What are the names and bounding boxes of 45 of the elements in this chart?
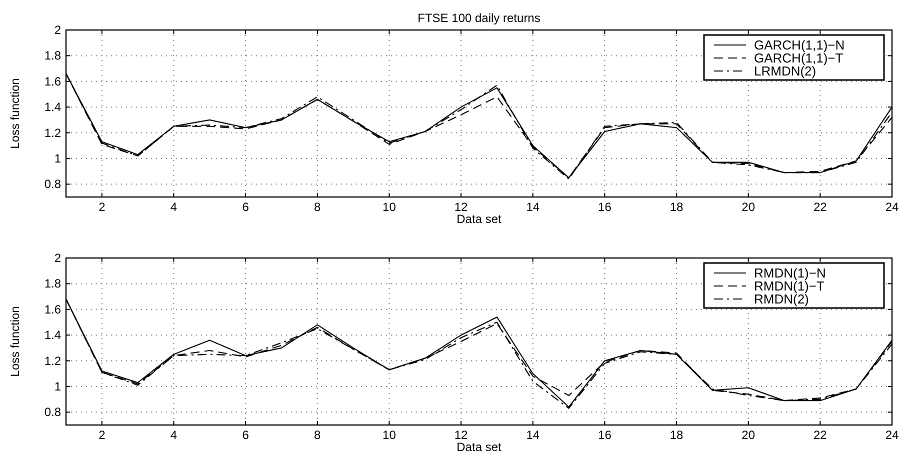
y-tick-label: 1.6 xyxy=(44,302,62,316)
x-tick-label: 6 xyxy=(242,428,250,442)
y-tick-label: 0.8 xyxy=(44,177,62,192)
x-tick-label: 20 xyxy=(742,428,756,442)
x-tick-label: 4 xyxy=(170,428,178,442)
x-tick-label: 10 xyxy=(382,200,396,214)
x-axis-title: Data set xyxy=(456,440,502,453)
x-axis-title: Data set xyxy=(456,212,502,226)
x-tick-label: 6 xyxy=(242,200,250,214)
y-tick-label: 1.6 xyxy=(44,74,62,88)
x-tick-label: 8 xyxy=(314,200,322,214)
x-tick-label: 18 xyxy=(670,428,684,442)
legend-label: RMDN(1)−N xyxy=(754,266,826,280)
x-tick-label: 24 xyxy=(885,428,899,442)
legend-label: GARCH(1,1)−N xyxy=(754,38,845,52)
x-tick-label: 18 xyxy=(670,200,684,214)
y-tick-label: 1.4 xyxy=(44,100,62,114)
x-tick-label: 12 xyxy=(454,200,468,214)
x-tick-label: 2 xyxy=(98,200,106,214)
x-tick-label: 10 xyxy=(382,428,396,442)
y-tick-label: 1.2 xyxy=(44,354,62,368)
x-tick-label: 20 xyxy=(742,200,756,214)
x-tick-label: 4 xyxy=(170,200,178,214)
x-tick-label: 24 xyxy=(885,200,899,214)
y-tick-label: 1 xyxy=(54,379,62,394)
x-tick-label: 12 xyxy=(454,428,468,442)
y-tick-label: 2 xyxy=(54,251,62,265)
y-axis-title: Loss function xyxy=(8,306,22,377)
x-tick-label: 16 xyxy=(598,200,612,214)
y-tick-label: 1.2 xyxy=(44,126,62,140)
y-tick-label: 2 xyxy=(54,23,62,37)
y-axis-title: Loss function xyxy=(8,78,22,149)
y-tick-label: 1.8 xyxy=(44,276,62,291)
x-tick-label: 22 xyxy=(813,200,828,214)
y-tick-label: 1.4 xyxy=(44,328,62,342)
y-tick-label: 0.8 xyxy=(44,405,62,420)
x-tick-label: 16 xyxy=(598,428,612,442)
y-tick-label: 1 xyxy=(54,151,62,166)
x-tick-label: 14 xyxy=(526,428,540,442)
x-tick-label: 2 xyxy=(98,428,106,442)
x-tick-label: 8 xyxy=(314,428,322,442)
chart-title: FTSE 100 daily returns xyxy=(418,11,540,25)
y-tick-label: 1.8 xyxy=(44,48,62,63)
x-tick-label: 14 xyxy=(526,200,540,214)
x-tick-label: 22 xyxy=(813,428,828,442)
